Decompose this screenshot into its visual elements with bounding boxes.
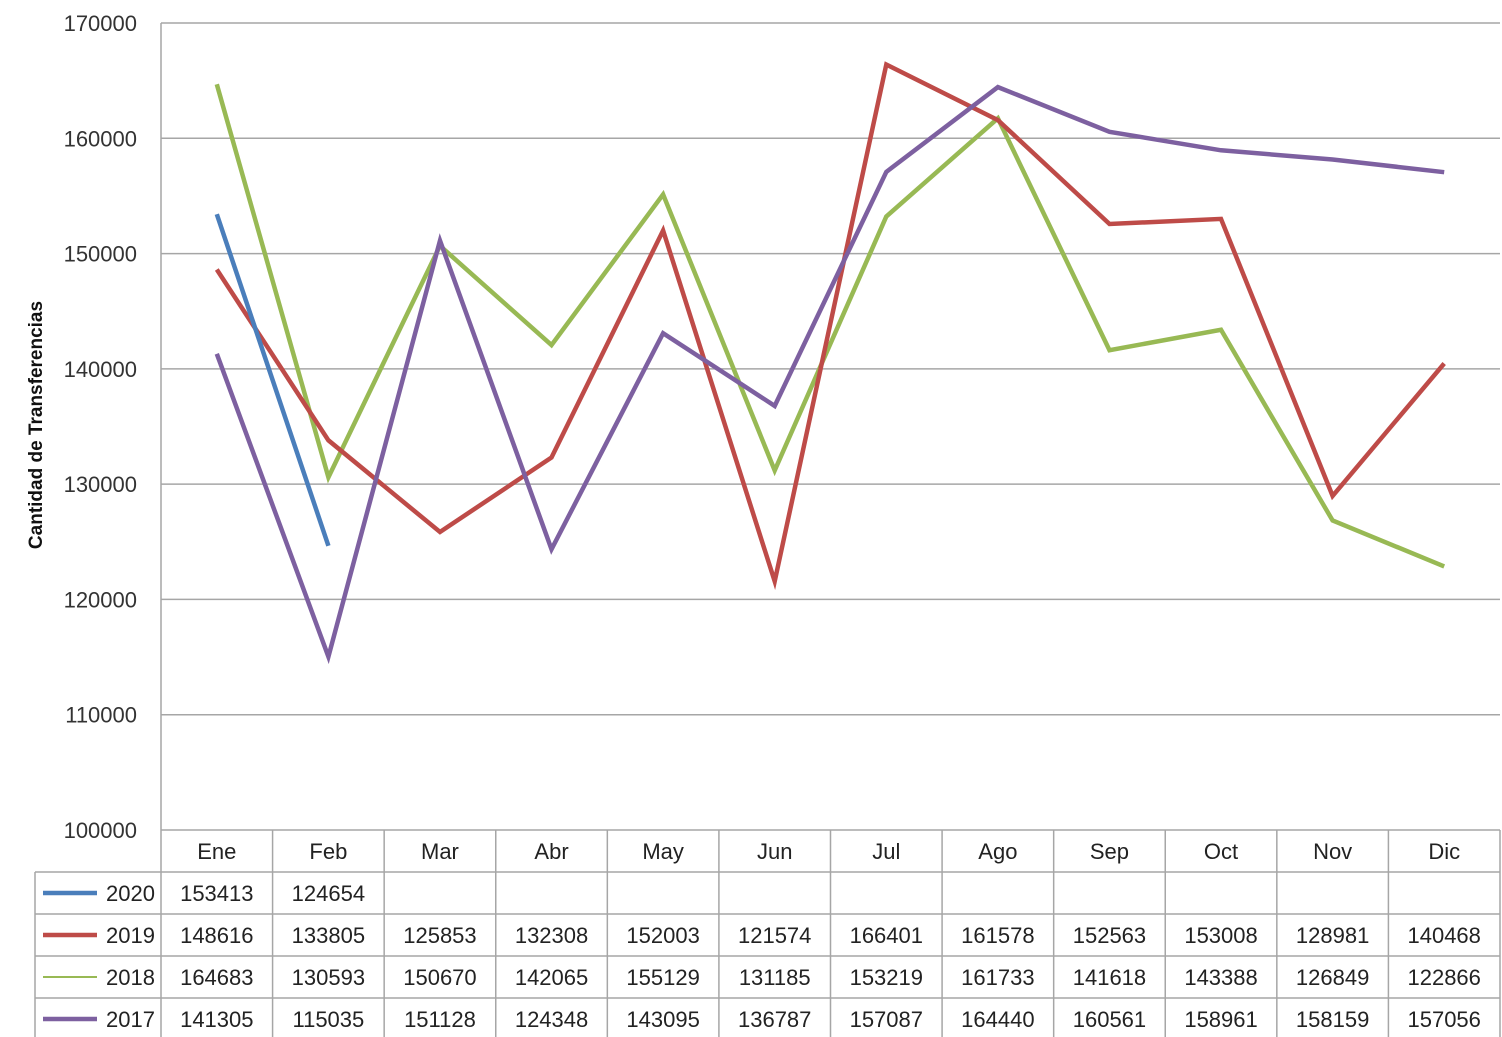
data-table-value: 152003 xyxy=(626,923,699,948)
y-tick-label: 110000 xyxy=(65,703,137,728)
x-category-label: Jul xyxy=(872,839,900,864)
data-table-value: 153219 xyxy=(850,965,923,990)
data-table-value: 131185 xyxy=(739,965,811,990)
x-category-label: Dic xyxy=(1428,839,1460,864)
data-table-value: 161578 xyxy=(961,923,1034,948)
legend-label: 2020 xyxy=(106,881,155,906)
data-table-value: 132308 xyxy=(515,923,588,948)
grid-lines xyxy=(160,22,1500,831)
data-table-value: 158159 xyxy=(1296,1007,1369,1032)
y-tick-label: 170000 xyxy=(64,11,137,36)
legend-label: 2019 xyxy=(106,923,155,948)
data-table-value: 151128 xyxy=(404,1007,476,1032)
x-category-label: May xyxy=(642,839,684,864)
y-tick-label: 100000 xyxy=(64,818,137,843)
data-table-value: 136787 xyxy=(738,1007,811,1032)
series-line-2019 xyxy=(214,61,1446,591)
data-table-value: 155129 xyxy=(626,965,699,990)
data-table-value: 141305 xyxy=(180,1007,253,1032)
data-table-value: 115035 xyxy=(292,1007,364,1032)
series-line-2018 xyxy=(214,83,1446,569)
y-tick-label: 160000 xyxy=(64,126,137,151)
data-table-value: 158961 xyxy=(1184,1007,1257,1032)
data-table-value: 153413 xyxy=(180,881,253,906)
legend-label: 2017 xyxy=(106,1007,155,1032)
data-table-value: 121574 xyxy=(738,923,811,948)
x-category-label: Oct xyxy=(1204,839,1238,864)
data-table-value: 157056 xyxy=(1407,1007,1480,1032)
data-table-value: 142065 xyxy=(515,965,588,990)
y-tick-label: 130000 xyxy=(64,472,137,497)
x-category-label: Feb xyxy=(309,839,347,864)
y-tick-label: 140000 xyxy=(64,357,137,382)
y-axis-ticks: 100000 110000 120000 130000 140000 150000 1600… xyxy=(64,11,137,843)
data-table-value: 141618 xyxy=(1073,965,1146,990)
data-table-value: 164683 xyxy=(180,965,253,990)
y-axis-title: Cantidad de Transferencias xyxy=(26,301,47,549)
data-table-value: 160561 xyxy=(1073,1007,1146,1032)
data-table-value: 161733 xyxy=(961,965,1034,990)
data-table-value: 128981 xyxy=(1296,923,1369,948)
series-line-2017 xyxy=(214,84,1445,665)
x-category-label: Ene xyxy=(197,839,236,864)
data-table-value: 122866 xyxy=(1407,965,1480,990)
legend-label: 2018 xyxy=(106,965,155,990)
x-category-label: Sep xyxy=(1090,839,1129,864)
data-table-value: 157087 xyxy=(850,1007,923,1032)
data-table-value: 130593 xyxy=(292,965,365,990)
data-table-value: 140468 xyxy=(1407,923,1480,948)
x-category-label: Ago xyxy=(978,839,1017,864)
data-table-value: 125853 xyxy=(403,923,476,948)
data-table-value: 124348 xyxy=(515,1007,588,1032)
data-table-value: 153008 xyxy=(1184,923,1257,948)
data-table-value: 143095 xyxy=(626,1007,699,1032)
data-table-value: 124654 xyxy=(292,881,365,906)
x-category-label: Jun xyxy=(757,839,792,864)
y-tick-label: 150000 xyxy=(64,242,137,267)
data-table-value: 150670 xyxy=(403,965,476,990)
x-category-label: Mar xyxy=(421,839,459,864)
series-line-2020 xyxy=(214,213,331,547)
data-table-value: 152563 xyxy=(1073,923,1146,948)
data-table-value: 143388 xyxy=(1184,965,1257,990)
data-table-value: 166401 xyxy=(850,923,923,948)
data-table: Ene Feb Mar Abr May Jun Jul Ago Sep Oct Nov Dic 2020… xyxy=(34,830,1501,1037)
x-category-label: Nov xyxy=(1313,839,1352,864)
series-lines xyxy=(214,61,1446,665)
data-table-value: 148616 xyxy=(180,923,253,948)
y-tick-label: 120000 xyxy=(64,587,137,612)
data-table-value: 126849 xyxy=(1296,965,1369,990)
data-table-value: 164440 xyxy=(961,1007,1034,1032)
data-table-value: 133805 xyxy=(292,923,365,948)
x-category-label: Abr xyxy=(534,839,568,864)
